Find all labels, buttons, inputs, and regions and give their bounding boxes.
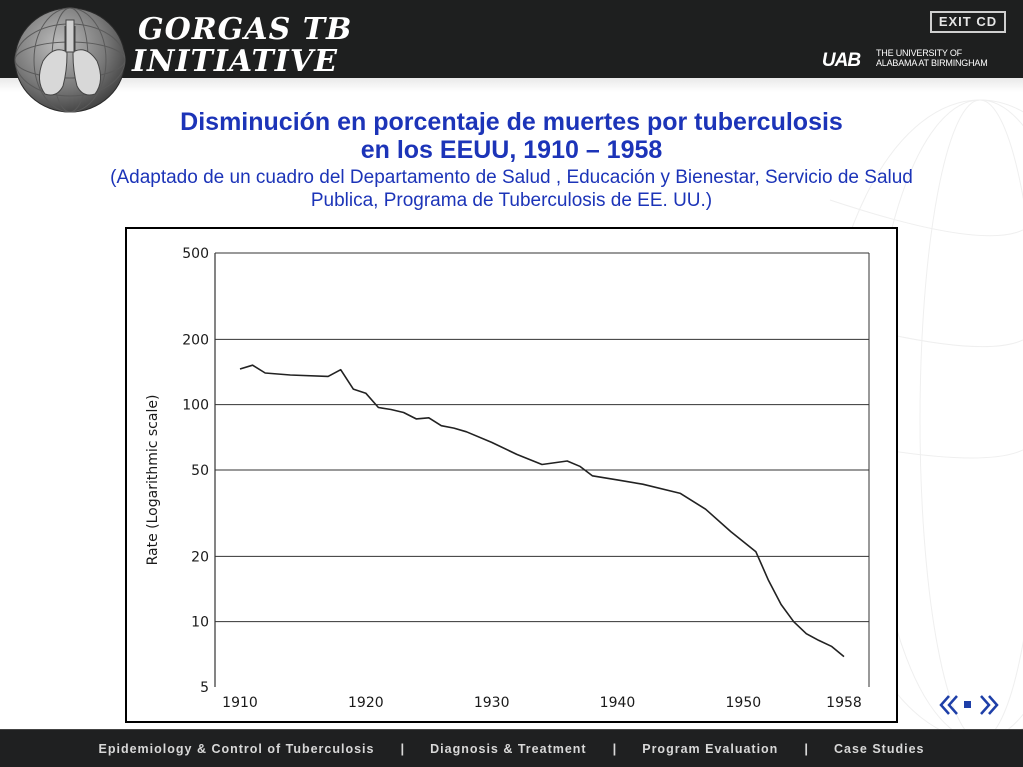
university-line1: THE UNIVERSITY OF	[876, 48, 962, 58]
university-line2: ALABAMA AT BIRMINGHAM	[876, 58, 988, 68]
slide-navigation	[938, 692, 1002, 718]
university-name: THE UNIVERSITY OF ALABAMA AT BIRMINGHAM	[876, 48, 988, 68]
uab-logo: UAB	[811, 50, 871, 70]
footer-separator: |	[804, 741, 808, 756]
exit-cd-button[interactable]: EXIT CD	[930, 11, 1006, 33]
globe-lungs-logo	[14, 7, 126, 113]
y-tick-label: 200	[182, 332, 209, 348]
slide-title-line2: en los EEUU, 1910 – 1958	[360, 136, 663, 164]
slide-title-line1: Disminución en porcentaje de muertes por…	[180, 108, 843, 136]
chart-axes	[214, 253, 870, 687]
slide-title: Disminución en porcentaje de muertes por…	[0, 108, 1023, 164]
slide-subtitle: (Adaptado de un cuadro del Departamento …	[0, 166, 1023, 212]
y-tick-label: 5	[200, 680, 209, 696]
footer-nav: Epidemiology & Control of Tuberculosis |…	[0, 730, 1023, 767]
footer-link-diagnosis[interactable]: Diagnosis & Treatment	[430, 741, 587, 756]
chart-frame: 500 200 100 50 20 10 5 1910 1920 1930 1940 1950 1958…	[125, 227, 898, 723]
brand-title-line2: INITIATIVE	[132, 44, 338, 79]
x-tick-label: 1930	[474, 695, 510, 711]
footer-link-case-studies[interactable]: Case Studies	[833, 741, 925, 756]
double-chevron-left-icon[interactable]	[938, 692, 960, 718]
data-series	[239, 364, 845, 658]
slide-subtitle-line1: (Adaptado de un cuadro del Departamento …	[110, 167, 913, 188]
x-tick-label: 1910	[222, 695, 258, 711]
x-tick-label: 1920	[348, 695, 384, 711]
y-tick-label: 100	[182, 398, 209, 414]
slide-subtitle-line2: Publica, Programa de Tuberculosis de EE.…	[310, 190, 713, 211]
x-tick-label: 1950	[726, 695, 762, 711]
tb-mortality-chart: 500 200 100 50 20 10 5 1910 1920 1930 1940 1950 1958…	[145, 246, 870, 711]
brand-title-line1: GORGAS TB	[138, 12, 353, 47]
x-tick-label: 1940	[600, 695, 636, 711]
footer-separator: |	[400, 741, 405, 756]
header-strip	[0, 78, 1023, 92]
y-axis-label: Rate (Logarithmic scale)	[145, 395, 161, 566]
x-tick-label: 1958	[826, 695, 862, 711]
header-bar: GORGAS TB INITIATIVE EXIT CD UAB THE UNI…	[0, 0, 1023, 78]
series-line	[239, 364, 845, 658]
y-tick-label: 500	[182, 246, 209, 262]
grid-lines	[215, 252, 869, 623]
uab-logo-text: UAB	[822, 50, 861, 70]
footer-bar: Epidemiology & Control of Tuberculosis |…	[0, 729, 1023, 767]
footer-separator: |	[612, 741, 617, 756]
square-icon[interactable]	[960, 692, 976, 718]
y-tick-label: 20	[191, 549, 209, 565]
double-chevron-right-icon[interactable]	[978, 692, 1000, 718]
y-tick-label: 50	[191, 463, 209, 479]
footer-link-epidemiology[interactable]: Epidemiology & Control of Tuberculosis	[98, 741, 375, 756]
y-tick-label: 10	[191, 615, 209, 631]
tick-labels: 500 200 100 50 20 10 5 1910 1920 1930 1940 1950 1958	[182, 246, 862, 711]
footer-link-program-evaluation[interactable]: Program Evaluation	[642, 741, 779, 756]
